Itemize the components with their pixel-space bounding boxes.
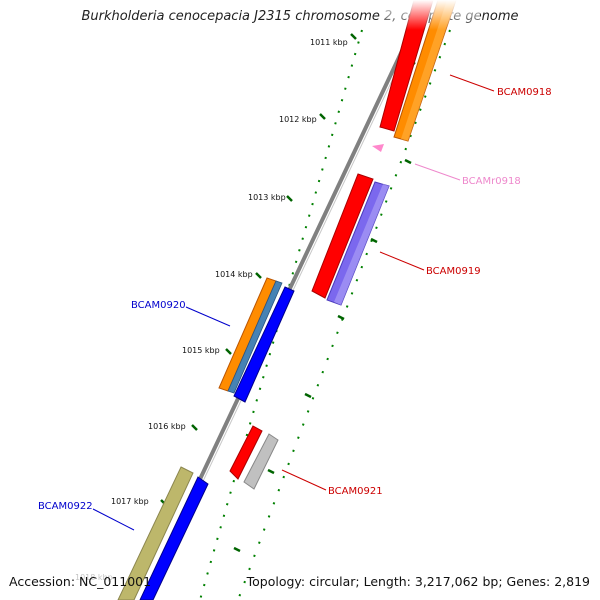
gene-label-bcam0922[interactable]: BCAM0922 [38,501,93,512]
gene-label-bcam0920[interactable]: BCAM0920 [131,300,186,311]
gene-label-bcam0921[interactable]: BCAM0921 [328,486,383,497]
gene-bcam0920-steelblue [227,280,283,394]
tick-label-1014: 1014 kbp [215,270,253,279]
gene-bcam0919-red [311,173,374,299]
gene-bcam0922[interactable] [117,466,209,600]
tick-label-1015: 1015 kbp [182,346,220,355]
gene-bcam0918-orange-shade [401,0,456,141]
gene-bcam0918-red [379,0,434,132]
gene-bcam0922-blue [139,476,209,600]
tick-label-1012: 1012 kbp [279,115,317,124]
label-connectors [92,74,495,531]
gene-label-bcam0919[interactable]: BCAM0919 [426,266,481,277]
gene-bcam0920[interactable] [218,277,295,403]
tick-label-1018: 1018 kbp [75,573,113,582]
gene-bcam0921-red [229,425,263,480]
gene-bcam0920-blue [233,286,295,403]
topology-text: Topology: circular; Length: 3,217,062 bp… [246,574,590,589]
tick-label-1017: 1017 kbp [111,497,149,506]
gene-label-bcamr0918[interactable]: BCAMr0918 [462,176,521,187]
dotted-guide-right [237,29,451,600]
gene-bcam0919[interactable] [311,173,390,306]
gene-bcamr0918[interactable] [372,144,384,152]
top-fade-overlay [380,0,480,30]
tick-label-1011: 1011 kbp [310,38,348,47]
gene-bcam0919-purple-shade [334,184,389,305]
accession-text: Accession: NC_011001 [9,574,152,589]
gene-bcam0918[interactable] [379,0,457,142]
tick-label-1013: 1013 kbp [248,193,286,202]
gene-bcam0922-khaki [117,466,194,600]
tick-label-1016: 1016 kbp [148,422,186,431]
gene-bcam0921[interactable] [229,425,279,490]
gene-label-bcam0918[interactable]: BCAM0918 [497,87,552,98]
dotted-guide-left [199,29,363,600]
gene-bcam0921-silver [243,433,279,490]
